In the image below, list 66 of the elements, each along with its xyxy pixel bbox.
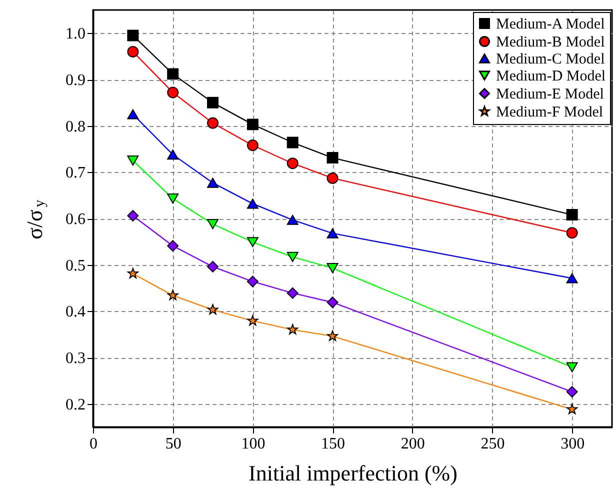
point bbox=[286, 287, 298, 299]
point bbox=[566, 386, 578, 398]
point bbox=[566, 404, 578, 414]
point bbox=[326, 228, 338, 238]
y-tick-label: 1.0 bbox=[66, 26, 86, 43]
legend-label: Medium-D Model bbox=[496, 68, 606, 84]
point bbox=[127, 156, 139, 166]
x-tick-label: 0 bbox=[90, 436, 98, 452]
y-tick-label: 0.9 bbox=[66, 72, 86, 89]
x-tick-label: 50 bbox=[165, 436, 182, 452]
point bbox=[167, 86, 179, 98]
point bbox=[207, 260, 219, 272]
point bbox=[167, 290, 178, 300]
point bbox=[207, 96, 219, 108]
y-tick-label: 0.3 bbox=[66, 350, 86, 367]
point bbox=[566, 273, 578, 284]
x-tick-label: 300 bbox=[560, 436, 585, 452]
point bbox=[207, 117, 219, 129]
point bbox=[566, 227, 578, 239]
legend-label: Medium-F Model bbox=[496, 104, 604, 120]
y-tick-label: 0.2 bbox=[66, 396, 86, 414]
y-tick-label: 0.8 bbox=[66, 118, 86, 136]
x-tick-label: 200 bbox=[400, 436, 425, 452]
legend-label: Medium-E Model bbox=[496, 86, 604, 102]
point bbox=[326, 263, 338, 274]
point bbox=[127, 30, 139, 42]
point bbox=[167, 194, 179, 204]
point bbox=[566, 362, 578, 372]
point bbox=[286, 214, 298, 225]
x-tick-label: 150 bbox=[321, 436, 346, 452]
y-tick-label: 0.4 bbox=[66, 304, 86, 321]
legend-label: Medium-B Model bbox=[496, 34, 605, 50]
point bbox=[167, 240, 179, 252]
x-tick-label: 250 bbox=[480, 436, 505, 452]
point bbox=[566, 209, 578, 221]
point bbox=[246, 118, 258, 130]
point bbox=[127, 210, 139, 222]
y-axis-title: σ/σy bbox=[22, 199, 48, 240]
point bbox=[207, 304, 218, 315]
point bbox=[246, 140, 258, 152]
point bbox=[326, 152, 338, 164]
point bbox=[286, 158, 298, 170]
point bbox=[246, 237, 258, 248]
point bbox=[167, 68, 179, 80]
point bbox=[287, 324, 298, 334]
point bbox=[327, 330, 338, 341]
point bbox=[326, 296, 338, 308]
point bbox=[207, 178, 219, 188]
y-tick-label: 0.6 bbox=[66, 211, 86, 228]
point bbox=[246, 198, 258, 209]
point bbox=[167, 150, 179, 160]
legend-label: Medium-A Model bbox=[496, 16, 605, 32]
point bbox=[127, 109, 139, 120]
point bbox=[127, 268, 138, 278]
point bbox=[207, 219, 219, 230]
point bbox=[326, 172, 338, 184]
point bbox=[286, 252, 298, 262]
x-axis-title: Initial imperfection (%) bbox=[248, 460, 458, 486]
x-tick-label: 100 bbox=[241, 436, 266, 452]
point bbox=[127, 46, 139, 58]
y-tick-label: 0.7 bbox=[66, 164, 86, 182]
point bbox=[247, 315, 258, 326]
y-tick-label: 0.5 bbox=[66, 257, 86, 274]
point bbox=[246, 276, 258, 288]
legend-label: Medium-C Model bbox=[496, 52, 605, 68]
point bbox=[286, 136, 298, 148]
